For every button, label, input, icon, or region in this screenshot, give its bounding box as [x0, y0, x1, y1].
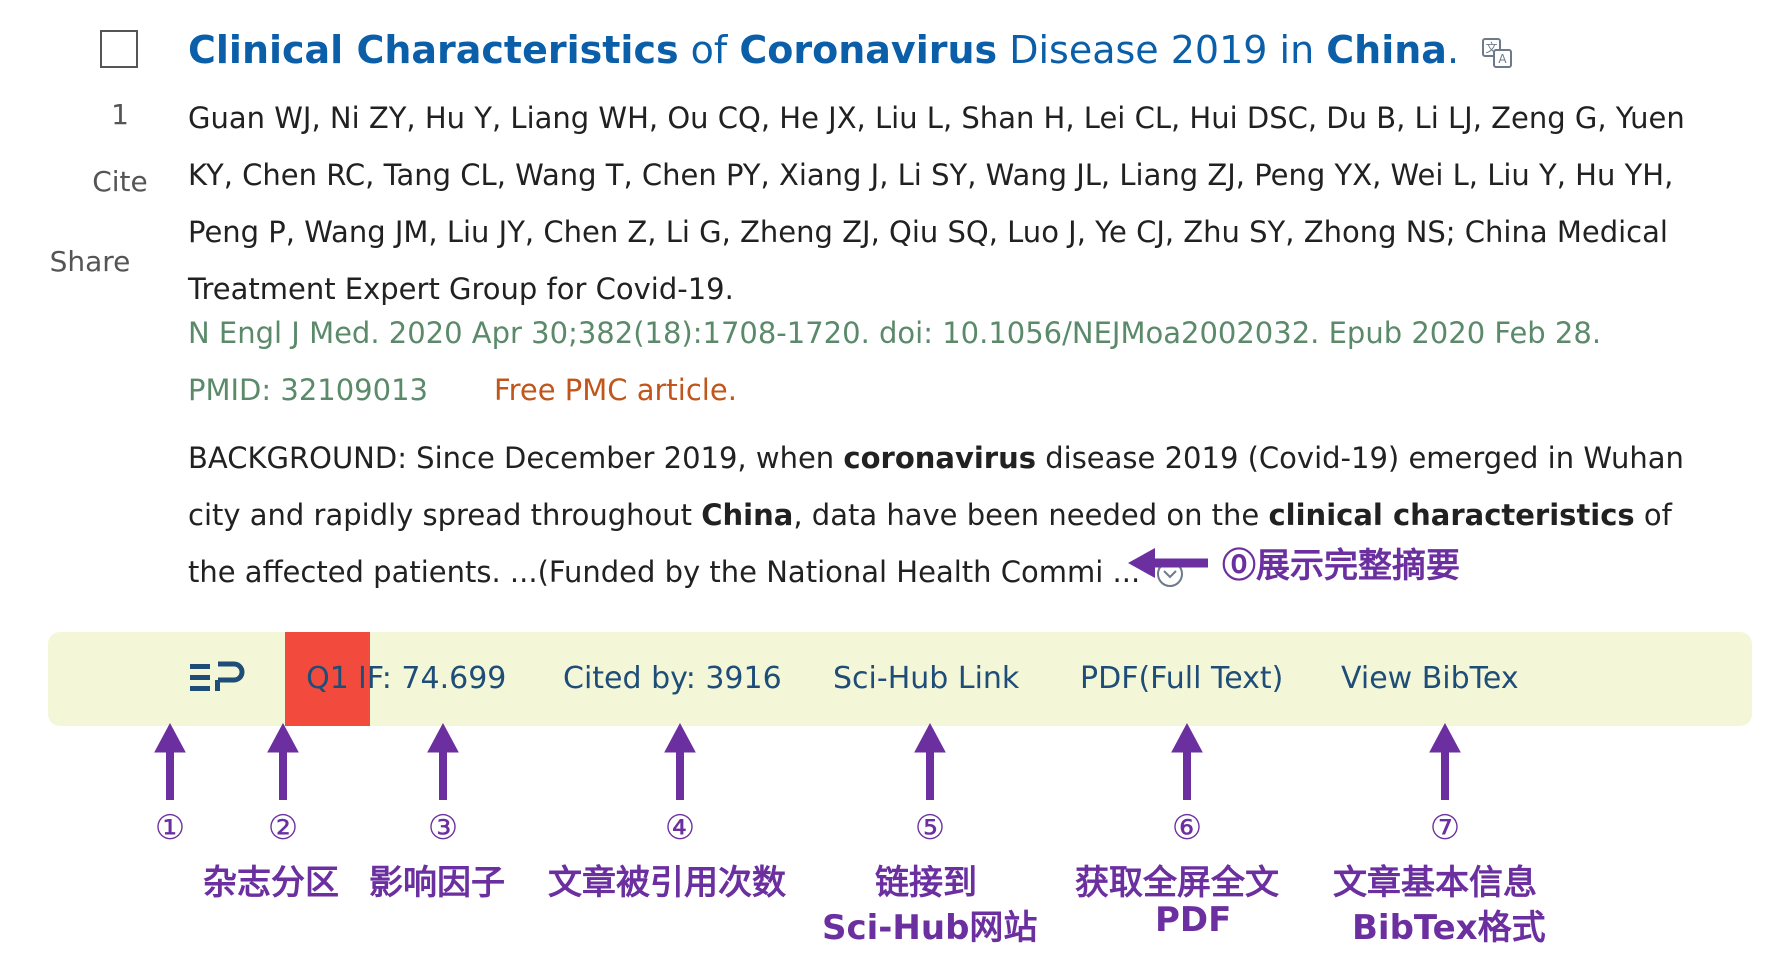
annotation-number: ④: [640, 808, 720, 848]
annotation-number: ⑦: [1405, 808, 1485, 848]
annotation-number: ①: [130, 808, 210, 848]
annotation-label-scihub-2: Sci-Hub网站: [822, 900, 1037, 949]
annotation-label-quartile: 杂志分区: [203, 855, 339, 904]
annotation-label-pdf: 获取全屏全文: [1075, 855, 1279, 904]
annotation-number: ②: [243, 808, 323, 848]
annotation-label-cited: 文章被引用次数: [548, 855, 786, 904]
annotation-number: ⑥: [1147, 808, 1227, 848]
annotation-number: ⑤: [890, 808, 970, 848]
annotation-label-scihub: 链接到: [875, 855, 977, 904]
annotation-label-impact: 影响因子: [369, 855, 505, 904]
annotation-label-pdf-2: PDF: [1155, 900, 1231, 940]
arrow-head: [1128, 548, 1155, 578]
annotation-label-bibtex: 文章基本信息: [1333, 855, 1537, 904]
annotation-number: ③: [403, 808, 483, 848]
annotation-label-bibtex-2: BibTex格式: [1352, 900, 1546, 949]
